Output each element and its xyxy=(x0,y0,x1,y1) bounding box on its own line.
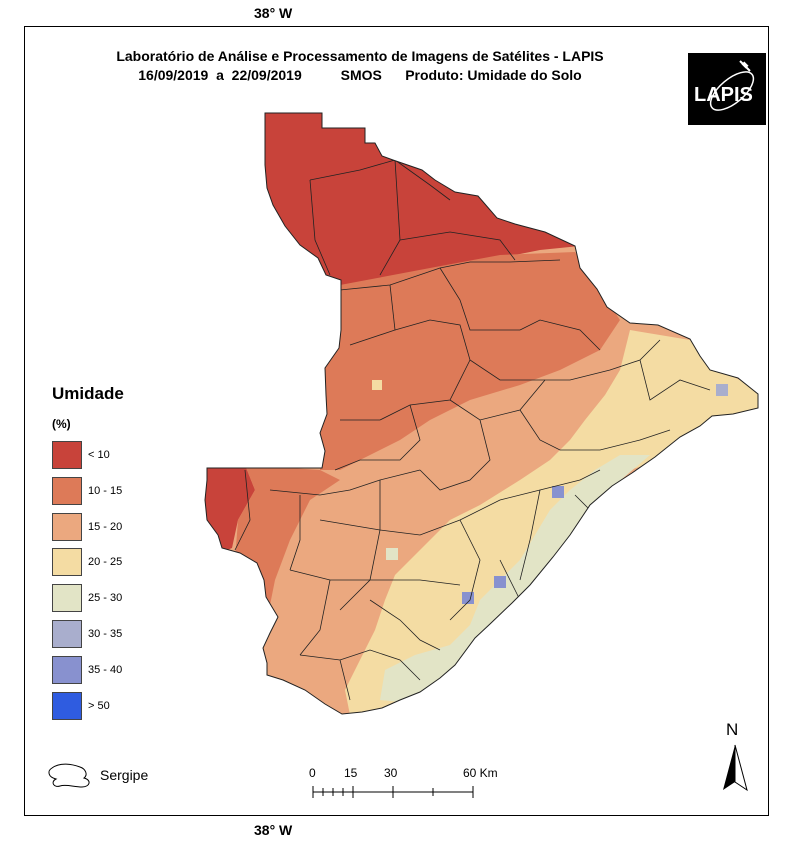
legend-swatch xyxy=(52,441,82,469)
legend-label: 10 - 15 xyxy=(88,485,123,497)
scale-tick-label: 30 xyxy=(384,766,398,780)
scale-tick-label: 15 xyxy=(344,766,358,780)
legend-swatch xyxy=(52,548,82,576)
legend-title: Umidade xyxy=(52,384,124,403)
top-longitude-label: 38° W xyxy=(254,5,293,21)
map-frame xyxy=(24,26,769,816)
legend-label: 25 - 30 xyxy=(88,592,123,604)
legend-label: > 50 xyxy=(88,700,110,712)
bottom-longitude-label: 38° W xyxy=(254,822,293,838)
svg-text:LAPIS: LAPIS xyxy=(694,84,753,106)
legend-swatch xyxy=(52,692,82,720)
north-label: N xyxy=(726,720,739,739)
title-line-2: 16/09/2019 a 22/09/2019 SMOS Produto: Um… xyxy=(138,67,582,83)
state-outline xyxy=(204,112,759,715)
lapis-logo: LAPIS xyxy=(688,53,766,125)
legend-swatch xyxy=(52,620,82,648)
legend-label: < 10 xyxy=(88,449,110,461)
legend-swatch xyxy=(52,656,82,684)
legend-label: 15 - 20 xyxy=(88,521,123,533)
scale-tick-label: 0 xyxy=(309,766,316,780)
state-outline-icon xyxy=(48,763,90,788)
state-label: Sergipe xyxy=(100,767,149,783)
legend-swatch xyxy=(52,513,82,541)
legend-label: 30 - 35 xyxy=(88,628,123,640)
legend-swatch xyxy=(52,584,82,612)
scale-bar xyxy=(312,786,474,798)
municipal-boundaries xyxy=(234,159,711,701)
legend-label: 20 - 25 xyxy=(88,556,123,568)
legend-swatch xyxy=(52,477,82,505)
scale-tick-label: 60 Km xyxy=(463,766,498,780)
north-arrow-icon xyxy=(723,744,748,792)
legend-label: 35 - 40 xyxy=(88,664,123,676)
soil-moisture-raster xyxy=(205,113,758,714)
title-line-1: Laboratório de Análise e Processamento d… xyxy=(116,48,604,64)
legend-unit: (%) xyxy=(52,417,71,431)
